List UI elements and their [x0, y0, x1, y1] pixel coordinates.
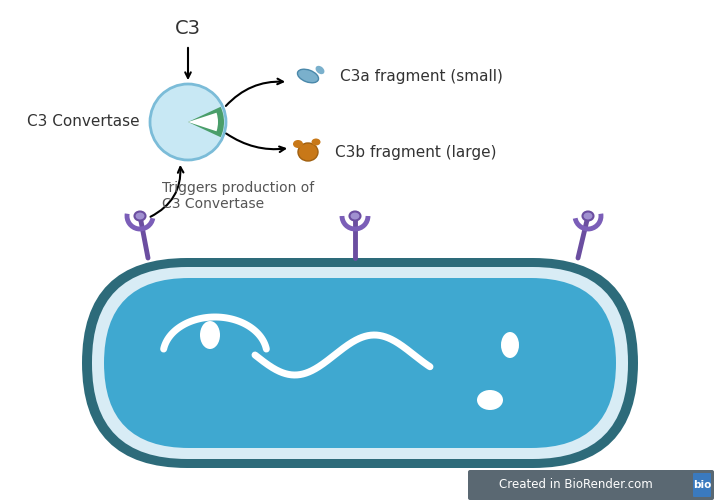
Text: C3 Convertase: C3 Convertase: [27, 114, 140, 130]
Text: bio: bio: [693, 480, 711, 490]
FancyBboxPatch shape: [92, 267, 628, 459]
FancyBboxPatch shape: [82, 258, 638, 468]
Ellipse shape: [315, 66, 325, 74]
Ellipse shape: [477, 390, 503, 410]
FancyBboxPatch shape: [468, 470, 714, 500]
Text: Triggers production of
C3 Convertase: Triggers production of C3 Convertase: [162, 181, 314, 211]
Wedge shape: [188, 107, 224, 137]
Text: C3b fragment (large): C3b fragment (large): [335, 145, 497, 159]
Text: C3a fragment (small): C3a fragment (small): [340, 69, 503, 84]
Ellipse shape: [297, 69, 318, 83]
Circle shape: [150, 84, 226, 160]
Text: C3: C3: [175, 19, 201, 37]
Ellipse shape: [200, 321, 220, 349]
Ellipse shape: [582, 212, 593, 221]
FancyBboxPatch shape: [693, 473, 711, 497]
Ellipse shape: [135, 212, 145, 221]
Ellipse shape: [312, 139, 320, 146]
Ellipse shape: [293, 140, 303, 148]
Text: Created in BioRender.com: Created in BioRender.com: [499, 478, 653, 491]
Ellipse shape: [501, 332, 519, 358]
Ellipse shape: [349, 212, 361, 221]
Wedge shape: [188, 113, 218, 131]
Ellipse shape: [298, 143, 318, 161]
FancyBboxPatch shape: [104, 278, 616, 448]
